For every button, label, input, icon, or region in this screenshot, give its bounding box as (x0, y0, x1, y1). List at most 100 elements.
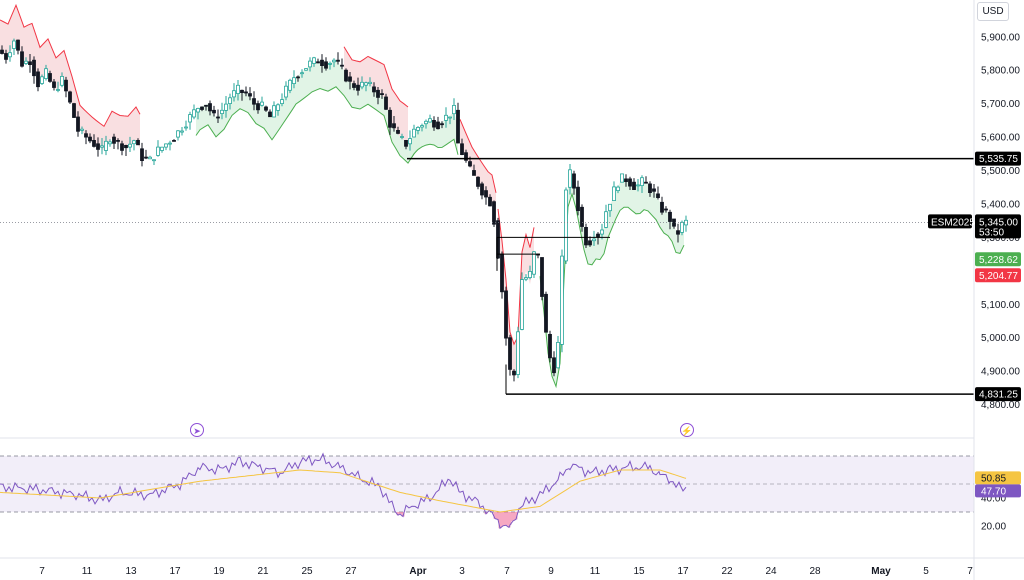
candle-body (608, 203, 612, 212)
time-tick-label: 27 (345, 566, 357, 577)
candle-body (676, 230, 680, 235)
candle-body (652, 188, 656, 192)
candle-body (108, 141, 112, 145)
arrow-right-circle-icon[interactable]: ➤ (190, 423, 204, 437)
candle-body (568, 169, 572, 188)
candle-body (344, 69, 348, 82)
candle-body (184, 126, 188, 129)
candle-body (664, 208, 668, 211)
price-axis: 5,900.00 5,800.00 5,700.00 5,600.00 5,500.00… (928, 0, 1021, 580)
candle-body (448, 116, 452, 119)
time-tick-label: 11 (590, 566, 601, 577)
price-tick-label: 5,700.00 (981, 99, 1020, 110)
candle-body (56, 89, 60, 91)
candle-body (440, 123, 444, 126)
candle-body (52, 81, 56, 88)
candle-body (228, 97, 232, 105)
last-price-badge-bg (975, 214, 1021, 239)
candle-body (588, 240, 592, 246)
candle-body (532, 251, 536, 275)
candle-body (656, 193, 660, 198)
symbol-text: ESM2025 (931, 217, 975, 228)
candle-body (376, 89, 380, 98)
price-tick-label: 5,500.00 (981, 166, 1020, 177)
candle-body (80, 128, 84, 131)
candle-body (320, 59, 324, 67)
price-tick-label: 5,000.00 (981, 333, 1020, 344)
candle-body (628, 178, 632, 187)
candle-body (540, 257, 544, 297)
candle-body (160, 146, 164, 151)
time-tick-label: Apr (409, 566, 426, 577)
candle-body (260, 101, 264, 106)
candle-body (404, 139, 408, 147)
price-tick-label: 5,300.00 (981, 233, 1020, 244)
candle-body (220, 109, 224, 115)
currency-label[interactable]: USD (977, 2, 1009, 21)
time-tick-label: 7 (39, 566, 45, 577)
candle-body (508, 337, 512, 370)
candle-body (392, 123, 396, 129)
time-tick-label: 3 (459, 566, 465, 577)
candle-body (8, 52, 12, 58)
candle-body (296, 76, 300, 79)
stop-red-badge: 5,204.77 (975, 268, 1021, 283)
candle-body (128, 143, 132, 148)
price-tick-label: 5,900.00 (981, 32, 1020, 43)
time-tick-label: 13 (125, 566, 137, 577)
candle-body (240, 89, 244, 94)
candle-body (96, 143, 100, 150)
candle-body (64, 79, 68, 92)
candle-body (280, 99, 284, 104)
rsi-ma-value: 50.85 (981, 473, 1006, 484)
candle-body (304, 68, 308, 71)
candle-body (196, 108, 200, 113)
time-tick-label: 25 (301, 566, 313, 577)
candle-body (488, 196, 492, 207)
candle-body (548, 333, 552, 359)
upper-level-badge-text: 5,535.75 (979, 154, 1018, 165)
candle-body (60, 76, 64, 86)
candle-body (308, 60, 312, 68)
candle-body (668, 211, 672, 222)
candle-body (124, 144, 128, 149)
candle-body (232, 90, 236, 98)
candle-body (396, 129, 400, 134)
candle-body (636, 184, 640, 187)
lower-level-badge-text: 4,831.25 (979, 390, 1018, 401)
candle-body (192, 109, 196, 118)
time-tick-label: 17 (169, 566, 181, 577)
upper-level-badge-bg (975, 151, 1021, 166)
candle-body (152, 159, 156, 162)
candle-body (512, 370, 516, 376)
stop-fill-green (196, 60, 420, 164)
candle-body (356, 84, 360, 91)
time-tick-label: 17 (677, 566, 689, 577)
candle-body (300, 72, 304, 75)
candle-body (648, 183, 652, 193)
price-tick-label: 5,800.00 (981, 66, 1020, 77)
candle-body (492, 201, 496, 225)
candle-body (256, 103, 260, 111)
time-tick-label: 7 (504, 566, 510, 577)
candle-body (216, 116, 220, 119)
stop-green-badge: 5,228.62 (975, 252, 1021, 267)
candle-body (332, 59, 336, 63)
candle-body (552, 357, 556, 374)
lightning-circle-icon[interactable]: ⚡ (680, 423, 694, 437)
price-pane (0, 3, 974, 395)
candle-body (24, 60, 28, 64)
candle-body (212, 109, 216, 114)
candle-body (584, 226, 588, 246)
candle-body (432, 120, 436, 128)
candle-body (436, 121, 440, 130)
candle-body (340, 64, 344, 67)
candle-body (292, 77, 296, 84)
time-tick-label: 11 (82, 566, 93, 577)
candle-body (616, 186, 620, 192)
stop-line-red (497, 208, 535, 346)
candle-body (252, 98, 256, 105)
time-tick-label: 15 (633, 566, 645, 577)
candle-body (76, 116, 80, 132)
